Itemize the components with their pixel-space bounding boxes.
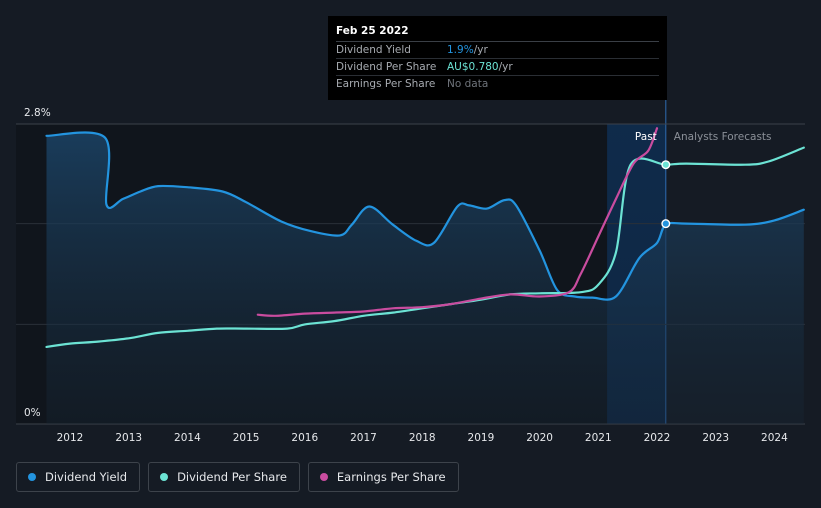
legend-item-earnings-per-share[interactable]: Earnings Per Share [307, 462, 459, 492]
tooltip-unit: /yr [473, 44, 488, 56]
x-tick-label: 2020 [526, 432, 553, 444]
earnings-per-share-dot-icon [319, 473, 328, 481]
tooltip: Feb 25 2022 Dividend Yield 1.9% /yr Divi… [328, 16, 667, 100]
legend-label: Dividend Per Share [177, 470, 287, 484]
dividend-per-share-marker [661, 160, 671, 170]
analysts-forecasts-label: Analysts Forecasts [674, 131, 772, 143]
legend-label: Earnings Per Share [336, 470, 446, 484]
x-tick-label: 2013 [115, 432, 142, 444]
legend-item-dividend-yield[interactable]: Dividend Yield [16, 462, 141, 492]
dividend-yield-area [46, 132, 804, 424]
x-tick-label: 2024 [761, 432, 788, 444]
tooltip-label: Dividend Yield [336, 44, 411, 56]
tooltip-value: AU$0.780 [447, 61, 499, 73]
x-tick-label: 2017 [350, 432, 377, 444]
dividend-yield-marker [661, 219, 671, 229]
tooltip-row-dividend-per-share: Dividend Per Share AU$0.780 /yr [336, 59, 659, 76]
x-tick-label: 2019 [468, 432, 495, 444]
dividend-yield-line [45, 131, 805, 301]
legend-label: Dividend Yield [45, 470, 128, 484]
dividend-per-share-dot-icon [160, 473, 169, 481]
x-tick-label: 2014 [174, 432, 201, 444]
past-label: Past [635, 131, 657, 143]
tooltip-row-dividend-yield: Dividend Yield 1.9% /yr [336, 42, 659, 59]
y-tick-label-top: 2.8% [24, 107, 51, 119]
x-tick-label: 2018 [409, 432, 436, 444]
tooltip-label: Earnings Per Share [336, 78, 436, 90]
y-tick-label-bottom: 0% [24, 407, 41, 419]
tooltip-unit: /yr [498, 61, 513, 73]
x-tick-label: 2012 [57, 432, 84, 444]
dividend-yield-dot-icon [28, 473, 36, 481]
tooltip-value: No data [447, 78, 489, 90]
x-tick-label: 2022 [644, 432, 671, 444]
tooltip-row-earnings-per-share: Earnings Per Share No data [336, 76, 659, 92]
tooltip-date: Feb 25 2022 [336, 23, 659, 42]
x-tick-label: 2023 [702, 432, 729, 444]
x-tick-label: 2016 [291, 432, 318, 444]
x-tick-label: 2021 [585, 432, 612, 444]
tooltip-label: Dividend Per Share [336, 61, 437, 73]
tooltip-value: 1.9% [447, 44, 474, 56]
legend: Dividend Yield Dividend Per Share Earnin… [16, 462, 459, 492]
legend-item-dividend-per-share[interactable]: Dividend Per Share [148, 462, 300, 492]
x-tick-label: 2015 [233, 432, 260, 444]
earnings-per-share-line [256, 127, 659, 317]
